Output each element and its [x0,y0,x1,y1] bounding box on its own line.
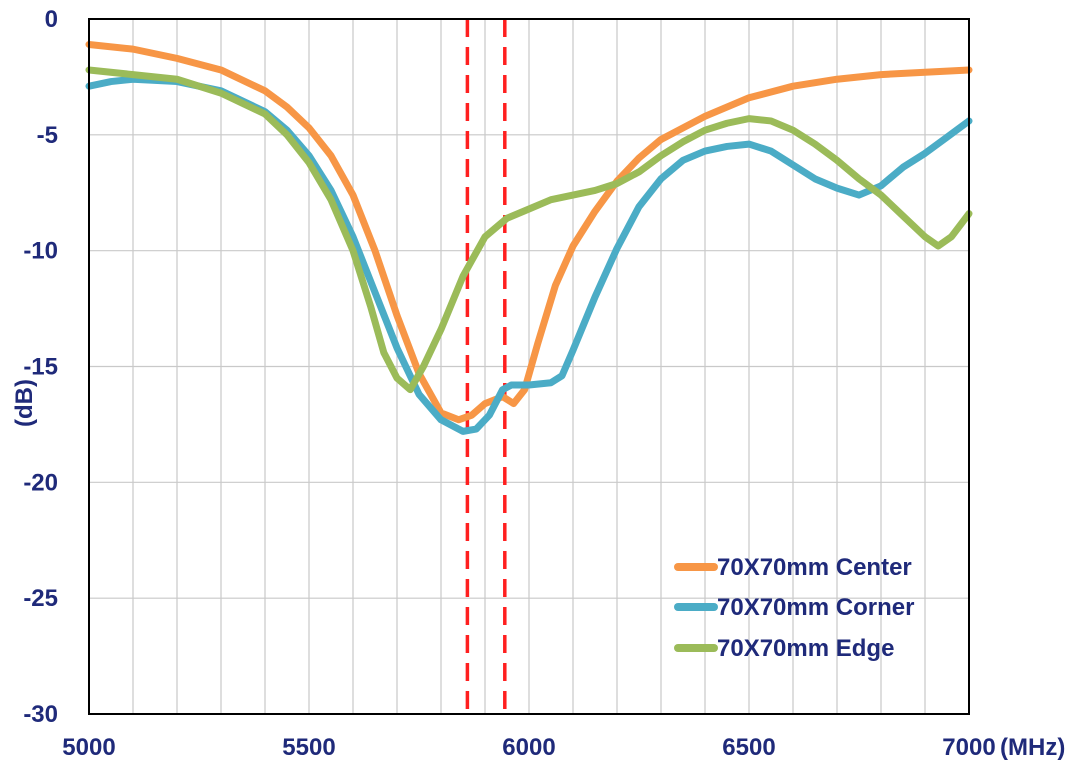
series-line-3 [85,66,973,394]
legend: 70X70mm Center 70X70mm Corner 70X70mm Edge [674,554,914,662]
x-axis-unit: (MHz) [1000,734,1065,760]
x-tick-label: 7000 [942,734,995,760]
y-tick-label: -30 [23,701,58,728]
y-tick-label: -10 [23,238,58,265]
legend-label: 70X70mm Corner [717,594,914,621]
series-layer [85,40,973,435]
y-tick-label: -5 [37,122,58,149]
y-tick-label: 0 [45,6,58,33]
legend-label: 70X70mm Edge [717,635,894,662]
x-tick-label: 6000 [502,734,555,760]
x-tick-label: 5000 [62,734,115,760]
series-line-2 [85,75,973,435]
y-tick-label: -25 [23,585,58,612]
y-axis-title: (dB) [11,379,38,427]
plot-frame [88,18,970,715]
x-tick-label: 6500 [722,734,775,760]
y-tick-label: -15 [23,354,58,381]
marker-lines [465,19,507,714]
axes-layer [88,18,970,715]
x-tick-label: 5500 [282,734,335,760]
legend-label: 70X70mm Center [717,554,912,581]
y-tick-label: -20 [23,469,58,496]
